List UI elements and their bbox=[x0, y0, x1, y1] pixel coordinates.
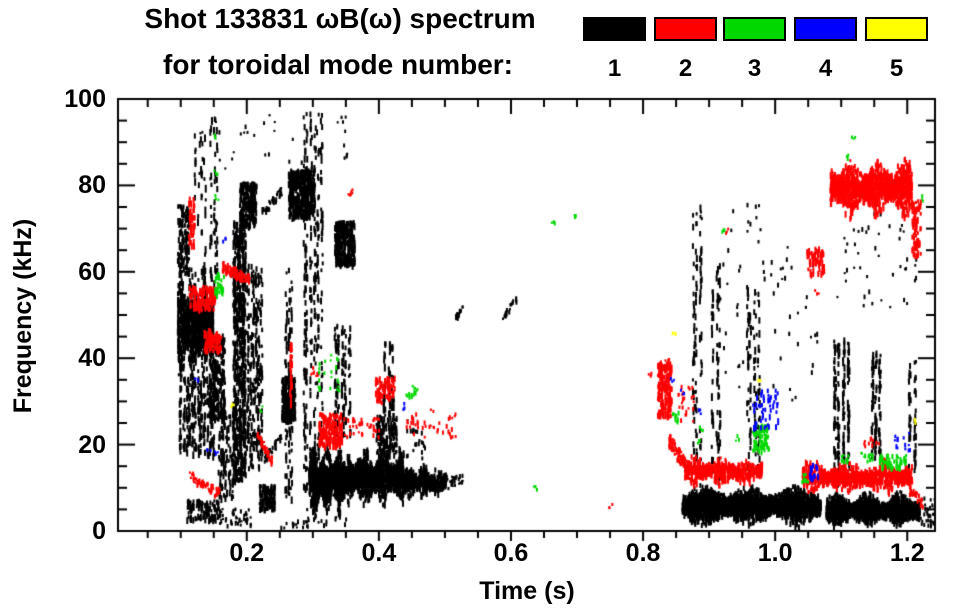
y-tick-label-80: 80 bbox=[78, 171, 106, 200]
x-tick-label-1.2: 1.2 bbox=[889, 539, 925, 567]
legend-label-mode-4: 4 bbox=[818, 55, 833, 82]
x-axis-label: Time (s) bbox=[479, 577, 575, 605]
legend-label-mode-2: 2 bbox=[678, 55, 693, 82]
legend-swatch-mode-1 bbox=[583, 17, 646, 41]
x-tick-label-0.4: 0.4 bbox=[361, 539, 397, 567]
legend-label-mode-5: 5 bbox=[889, 55, 904, 82]
y-tick-label-20: 20 bbox=[78, 430, 106, 459]
y-axis-label: Frequency (kHz) bbox=[9, 218, 37, 414]
x-tick-label-1.0: 1.0 bbox=[757, 539, 793, 567]
legend-swatch-mode-5 bbox=[865, 17, 928, 41]
y-tick-label-40: 40 bbox=[78, 344, 106, 373]
legend-swatch-mode-3 bbox=[723, 17, 786, 41]
plot-title-line2: for toroidal mode number: bbox=[163, 49, 513, 80]
x-tick-label-0.6: 0.6 bbox=[493, 539, 529, 567]
plot-title-line1: Shot 133831 ωB(ω) spectrum bbox=[144, 3, 536, 34]
x-tick-label-0.2: 0.2 bbox=[229, 539, 265, 567]
legend-label-mode-3: 3 bbox=[747, 55, 762, 82]
legend-swatch-mode-2 bbox=[654, 17, 717, 41]
x-tick-label-0.8: 0.8 bbox=[625, 539, 661, 567]
legend-label-mode-1: 1 bbox=[607, 55, 622, 82]
y-tick-label-60: 60 bbox=[78, 257, 106, 286]
y-tick-label-0: 0 bbox=[92, 517, 106, 545]
legend-swatch-mode-4 bbox=[794, 17, 857, 41]
y-tick-label-100: 100 bbox=[64, 85, 106, 113]
